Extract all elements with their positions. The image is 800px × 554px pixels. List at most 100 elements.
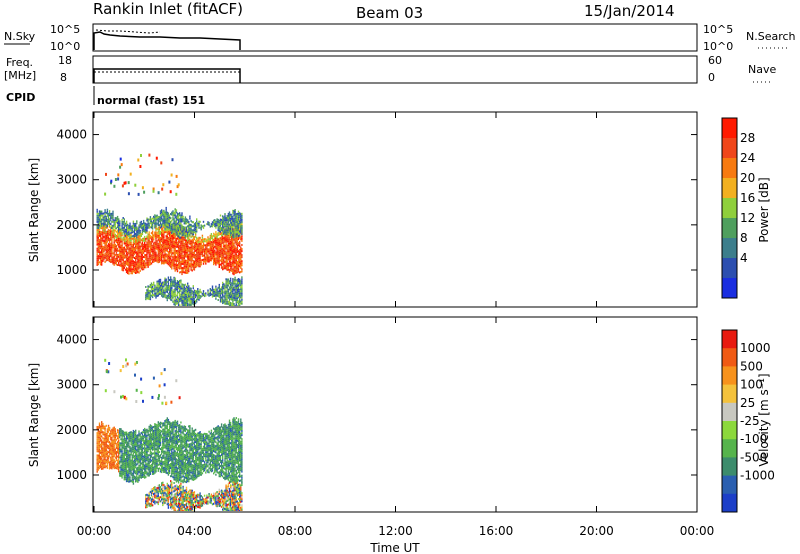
velocity-cell	[155, 448, 157, 451]
velocity-cell	[137, 460, 139, 463]
power-cell	[188, 225, 190, 227]
power-cell	[162, 243, 164, 246]
power-cell	[194, 245, 197, 248]
velocity-cell	[150, 439, 153, 442]
power-cell	[146, 257, 148, 260]
power-cell	[222, 248, 224, 250]
power-cell	[161, 292, 163, 295]
power-cell	[184, 218, 187, 221]
power-cell	[137, 240, 139, 243]
power-cell	[239, 284, 241, 287]
velocity-cell	[128, 468, 130, 471]
power-cell	[213, 253, 215, 256]
velocity-cell	[139, 451, 141, 454]
power-cell	[211, 239, 214, 242]
power-cell	[207, 260, 209, 263]
power-cell	[173, 240, 175, 243]
power-cell	[182, 242, 184, 245]
velocity-cell	[129, 462, 131, 465]
power-cell	[151, 223, 154, 226]
power-cell	[175, 215, 178, 218]
velocity-cell	[127, 453, 129, 456]
power-cell	[118, 241, 120, 244]
velocity-cell	[99, 431, 102, 434]
velocity-cell	[151, 438, 154, 441]
power-cell	[220, 292, 223, 295]
power-cell	[110, 217, 112, 219]
velocity-cell	[114, 456, 116, 459]
velocity-cell	[129, 470, 131, 473]
power-cell	[185, 245, 188, 248]
power-cell	[129, 255, 131, 258]
velocity-cell	[123, 441, 125, 444]
velocity-cell	[154, 455, 156, 458]
velocity-cell	[112, 466, 114, 468]
power-cell	[232, 209, 234, 212]
power-cell	[149, 257, 152, 260]
velocity-cell	[137, 472, 139, 475]
power-cell	[166, 237, 168, 240]
power-cell	[130, 245, 132, 248]
power-cell	[199, 257, 201, 260]
velocity-cell	[97, 428, 99, 431]
velocity-cell	[150, 435, 153, 438]
power-cell	[173, 301, 175, 304]
power-cell	[200, 245, 202, 248]
power-cell	[179, 294, 181, 297]
power-cell	[192, 303, 194, 306]
power-cell	[181, 238, 183, 241]
power-cell	[98, 243, 101, 246]
power-cell	[182, 285, 184, 288]
power-cell	[217, 246, 219, 249]
velocity-cell	[104, 427, 106, 430]
velocity-cell	[150, 500, 153, 503]
power-cell	[216, 257, 218, 260]
power-cell	[162, 212, 164, 215]
power-cell	[98, 214, 101, 217]
power-cell	[171, 225, 173, 228]
power-cell	[199, 288, 201, 291]
power-cell	[236, 261, 239, 263]
velocity-cell	[112, 455, 114, 458]
velocity-cell	[130, 461, 132, 464]
power-cell	[97, 236, 99, 239]
velocity-cell	[131, 446, 133, 449]
velocity-cell	[99, 433, 102, 436]
velocity-cell	[154, 467, 156, 470]
power-cell	[136, 257, 138, 260]
power-cell	[165, 278, 167, 281]
power-cell	[156, 236, 158, 239]
power-cell	[228, 250, 231, 253]
power-cell	[170, 247, 172, 250]
power-cell	[108, 224, 111, 227]
power-cell	[131, 245, 133, 248]
power-cell	[170, 292, 172, 295]
power-cell	[194, 256, 197, 258]
power-cell	[105, 235, 107, 237]
power-cell	[199, 255, 201, 258]
power-cell	[151, 236, 154, 239]
power-cell	[193, 231, 196, 234]
power-cell	[219, 296, 222, 299]
velocity-cell	[120, 454, 122, 457]
power-cell	[234, 239, 236, 242]
velocity-cell	[107, 459, 110, 462]
power-cell	[181, 258, 183, 261]
velocity-cell	[139, 460, 141, 462]
velocity-cell	[137, 466, 139, 469]
power-cell	[164, 219, 166, 222]
velocity-cell	[133, 459, 136, 462]
velocity-cell	[111, 467, 113, 470]
power-cell	[171, 227, 173, 230]
power-cell	[191, 265, 193, 268]
velocity-cell	[150, 447, 153, 450]
velocity-cell	[146, 455, 148, 458]
power-cell	[193, 244, 196, 247]
power-cell	[224, 250, 226, 253]
power-cell	[194, 235, 197, 238]
velocity-cell	[125, 464, 128, 466]
velocity-cell	[103, 454, 105, 457]
power-cell	[216, 233, 218, 236]
velocity-cell	[125, 462, 128, 464]
power-cell	[173, 212, 175, 214]
